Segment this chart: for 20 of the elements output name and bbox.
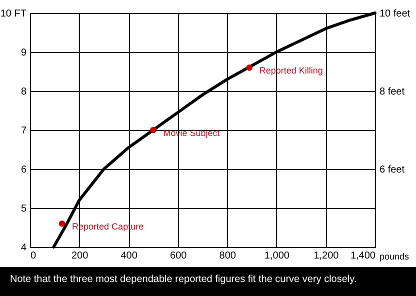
y-tick-label: 8 bbox=[20, 86, 27, 98]
x-tick-label: 600 bbox=[170, 250, 188, 262]
y-tick-label: 10 FT bbox=[0, 8, 26, 20]
y2-tick-label: 6 feet bbox=[380, 164, 405, 176]
y-tick-label: 6 bbox=[20, 164, 27, 176]
x-tick-label: 800 bbox=[219, 250, 236, 262]
y2-tick-label: 10 feet bbox=[380, 8, 410, 20]
x-tick-label: 200 bbox=[71, 250, 89, 262]
x-tick-label: 1,400 bbox=[350, 250, 376, 262]
x-tick-label: 1,000 bbox=[264, 250, 290, 262]
y-tick-label: 4 bbox=[20, 242, 27, 254]
y-tick-label: 5 bbox=[20, 204, 27, 214]
x-tick-label: 1,200 bbox=[314, 250, 340, 262]
y2-tick-label: 8 feet bbox=[380, 86, 405, 98]
y-tick-label: 9 bbox=[20, 48, 27, 58]
x-tick-label: 0 bbox=[30, 250, 36, 262]
x-axis-title: pounds bbox=[380, 252, 410, 262]
y-tick-label: 7 bbox=[20, 126, 27, 136]
x-tick-label: 400 bbox=[120, 250, 138, 262]
text: Note that the three most dependable reported figures fit the curve very closely. bbox=[10, 274, 357, 285]
